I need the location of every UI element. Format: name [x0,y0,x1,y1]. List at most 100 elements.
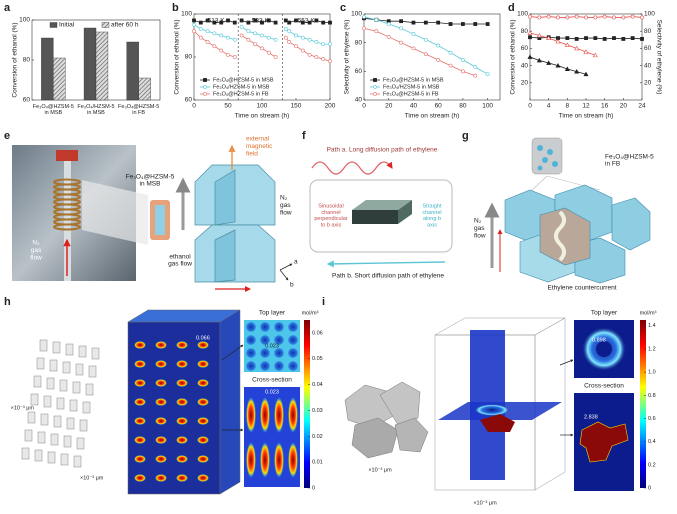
spot [245,321,257,333]
particle [59,379,68,392]
legend-label: Fe₃O₄/HZSM-5 in MSB [383,84,440,90]
spot [246,397,256,433]
hot-spot [155,379,167,387]
y-axis-label: Selectivity of ethylene (%) [344,20,351,95]
legend-marker [373,85,377,89]
marker [583,49,589,54]
marker [287,20,292,25]
legend-label: Initial [59,22,75,29]
hot-spot [134,474,146,482]
x-axis-label: Time on stream (h) [559,113,614,120]
marker [212,20,217,25]
zoom-cone [82,180,148,245]
marker [239,33,244,38]
marker [461,22,465,26]
x-tick-label: 0 [362,103,366,110]
marker [593,36,598,40]
marker [527,30,533,35]
colorbar-tick-label: 0.06 [312,330,323,336]
axis-arrow [279,269,289,281]
colorbar-tick-label: 0.04 [312,382,323,388]
legend-swatch [101,22,110,28]
crystal-cut [480,414,515,432]
marker [266,50,271,55]
marker [640,15,644,20]
marker [226,35,230,40]
spot [287,321,299,333]
particle [27,411,36,424]
crystal-cluster [504,184,651,284]
particle [43,395,52,408]
x-tick-label: 24 [638,103,646,110]
spot [259,347,271,359]
particle [47,451,56,464]
marker [287,29,292,34]
marker [232,20,237,25]
spot [287,347,299,359]
particle [36,357,45,370]
panel-label: b [172,2,179,14]
y-tick-label: 60 [521,45,529,52]
hot-spot [197,379,209,387]
marker [574,14,579,19]
bar [138,77,151,101]
marker [555,62,561,68]
spot [287,360,299,372]
marker [246,37,251,42]
marker [565,15,570,20]
marker [294,44,298,49]
panel-label: f [302,130,306,142]
straight-label: Straight channel along b axis [422,204,442,229]
marker [246,29,251,34]
y-tick-label: 80 [185,54,193,61]
marker [448,22,453,26]
bar [83,27,97,101]
marker [362,26,366,31]
marker [246,20,251,25]
marker [232,55,237,59]
marker [300,35,305,40]
marker [205,18,210,23]
pointer [221,344,244,361]
axis-label: a [294,259,298,266]
particle [75,363,84,376]
marker [300,48,305,53]
legend-label: after 60 h [111,22,139,29]
series-line [363,16,488,75]
y-tick-label: 60 [23,97,31,104]
colorbar-tick-label: 1.0 [648,370,656,376]
spot [246,442,256,478]
legend-label: Fe₃O₄@HZSM-5 in MSB [383,77,444,83]
bar [126,41,139,101]
axis-arrow [279,263,293,271]
top-layer-core [596,341,612,357]
marker [448,50,453,55]
crystal-face [398,200,412,224]
hot-spot [176,379,188,387]
colorbar-tick-label: 0.2 [648,462,656,468]
y2-axis-label: Selectivity of ethylene (%) [655,20,662,95]
marker [423,20,428,25]
particle [30,393,39,406]
particle [39,339,48,352]
particle [76,437,85,450]
marker [192,29,196,34]
marker [328,59,332,64]
hot-spot [134,455,146,463]
hot-spot [176,436,188,444]
marker [260,33,264,38]
x-tick-label: 50 [224,103,232,110]
y2-tick-label: 60 [644,45,652,52]
particle [72,381,81,394]
marker [473,22,478,26]
valve [56,150,78,161]
hot-spot [197,417,209,425]
spot [260,397,270,433]
marker [630,36,635,40]
marker [205,29,210,34]
y-tick-label: 80 [521,28,529,35]
x-tick-label: 16 [601,103,609,110]
spot [245,360,257,372]
